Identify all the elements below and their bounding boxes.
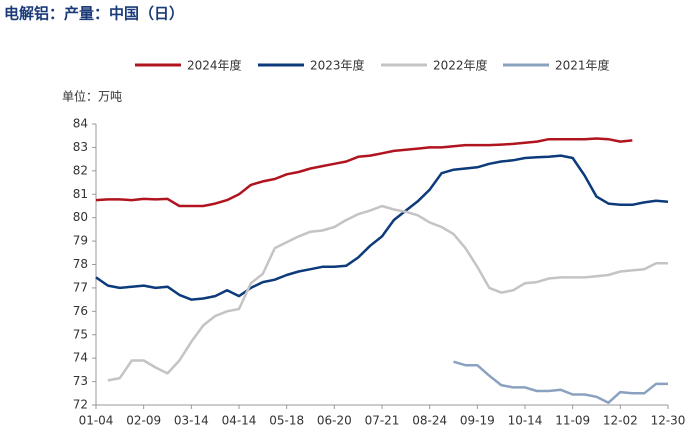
- legend-label: 2024年度: [187, 58, 242, 73]
- x-tick-label: 05-18: [269, 414, 304, 428]
- y-tick-label: 76: [73, 304, 88, 318]
- legend-label: 2021年度: [555, 58, 610, 73]
- legend-label: 2023年度: [310, 58, 365, 73]
- series-line: [95, 137, 633, 208]
- y-tick-label: 84: [73, 117, 88, 131]
- x-tick-label: 08-24: [412, 414, 447, 428]
- y-tick-label: 75: [73, 327, 88, 341]
- x-tick-label: 03-14: [174, 414, 209, 428]
- x-tick-label: 12-02: [603, 414, 638, 428]
- x-tick-label: 12-30: [651, 414, 686, 428]
- x-tick-label: 06-20: [317, 414, 352, 428]
- y-tick-label: 77: [73, 280, 88, 294]
- chart-title: 电解铝：产量：中国（日）: [4, 5, 184, 23]
- series-line: [95, 154, 669, 301]
- x-tick-label: 10-14: [508, 414, 543, 428]
- y-tick-label: 78: [73, 257, 88, 271]
- y-tick-label: 80: [73, 210, 88, 224]
- y-tick-label: 82: [73, 163, 88, 177]
- series-line: [107, 204, 668, 382]
- y-tick-label: 74: [73, 351, 88, 365]
- y-tick-label: 73: [73, 374, 88, 388]
- y-tick-label: 72: [73, 398, 88, 412]
- x-tick-label: 11-09: [555, 414, 590, 428]
- x-tick-label: 09-19: [460, 414, 495, 428]
- y-tick-label: 83: [73, 140, 88, 154]
- y-tick-label: 79: [73, 234, 88, 248]
- x-tick-label: 02-09: [126, 414, 161, 428]
- x-tick-label: 07-21: [365, 414, 400, 428]
- series-line: [453, 360, 668, 404]
- legend-label: 2022年度: [433, 58, 488, 73]
- x-tick-label: 01-04: [79, 414, 114, 428]
- x-tick-label: 04-14: [222, 414, 257, 428]
- y-tick-label: 81: [73, 187, 88, 201]
- y-axis-label: 单位：万吨: [62, 89, 122, 104]
